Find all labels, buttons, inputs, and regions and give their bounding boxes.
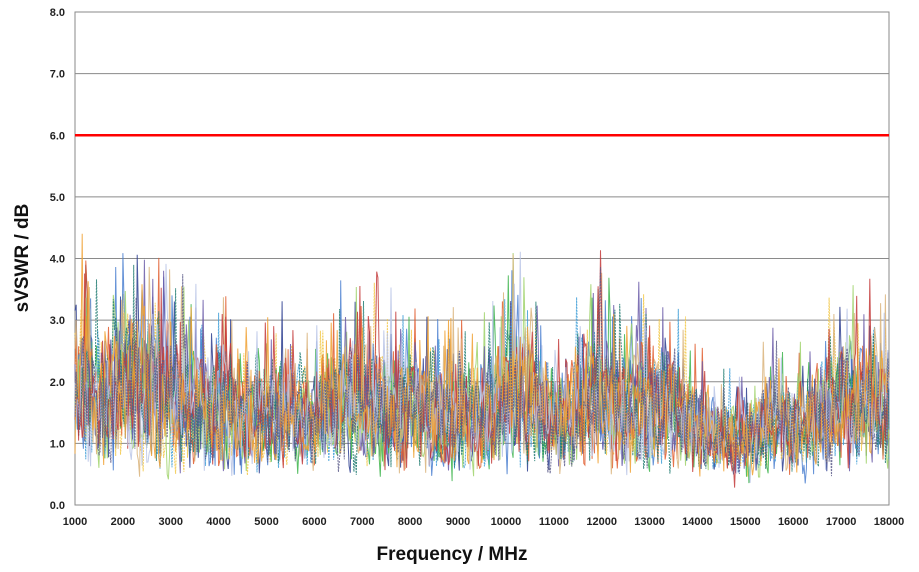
y-tick-label-3: 3.0: [50, 315, 65, 327]
y-tick-label-5: 5.0: [50, 192, 65, 204]
x-axis-title: Frequency / MHz: [377, 544, 528, 565]
y-tick-label-1: 1.0: [50, 438, 65, 450]
series-line-5: [74, 297, 890, 473]
y-tick-label-0: 0.0: [50, 500, 65, 512]
x-tick-label-8: 9000: [446, 516, 470, 528]
series-line-12: [74, 233, 890, 477]
y-axis-title: sVSWR / dB: [12, 204, 33, 313]
x-tick-label-14: 15000: [730, 516, 761, 528]
series-layer: [74, 233, 890, 488]
x-tick-label-16: 17000: [826, 516, 857, 528]
x-tick-label-12: 13000: [634, 516, 665, 528]
x-tick-label-1: 2000: [111, 516, 135, 528]
y-tick-labels: 0.0 1.0 2.0 3.0 4.0 5.0 6.0 7.0 8.0: [50, 7, 65, 512]
x-tick-label-10: 11000: [539, 516, 569, 528]
x-tick-label-15: 16000: [778, 516, 809, 528]
x-tick-label-2: 3000: [159, 516, 183, 528]
y-tick-label-4: 4.0: [50, 254, 65, 266]
y-tick-label-6: 6.0: [50, 130, 65, 142]
x-tick-label-9: 10000: [491, 516, 522, 528]
x-tick-label-5: 6000: [302, 516, 326, 528]
x-tick-label-11: 12000: [586, 516, 617, 528]
x-tick-label-17: 18000: [874, 516, 905, 528]
x-tick-label-3: 4000: [206, 516, 230, 528]
x-tick-label-4: 5000: [254, 516, 278, 528]
x-tick-labels: 1000 2000 3000 4000 5000 6000 7000 8000 9000 1000…: [63, 516, 905, 528]
x-tick-label-13: 14000: [682, 516, 713, 528]
x-tick-label-0: 1000: [63, 516, 87, 528]
x-tick-label-7: 8000: [398, 516, 422, 528]
x-tick-label-6: 7000: [350, 516, 374, 528]
series-line-13: [74, 267, 890, 477]
y-tick-label-7: 7.0: [50, 69, 65, 81]
y-tick-label-8: 8.0: [50, 7, 65, 19]
series-line-9: [74, 264, 890, 475]
y-tick-label-2: 2.0: [50, 377, 65, 389]
